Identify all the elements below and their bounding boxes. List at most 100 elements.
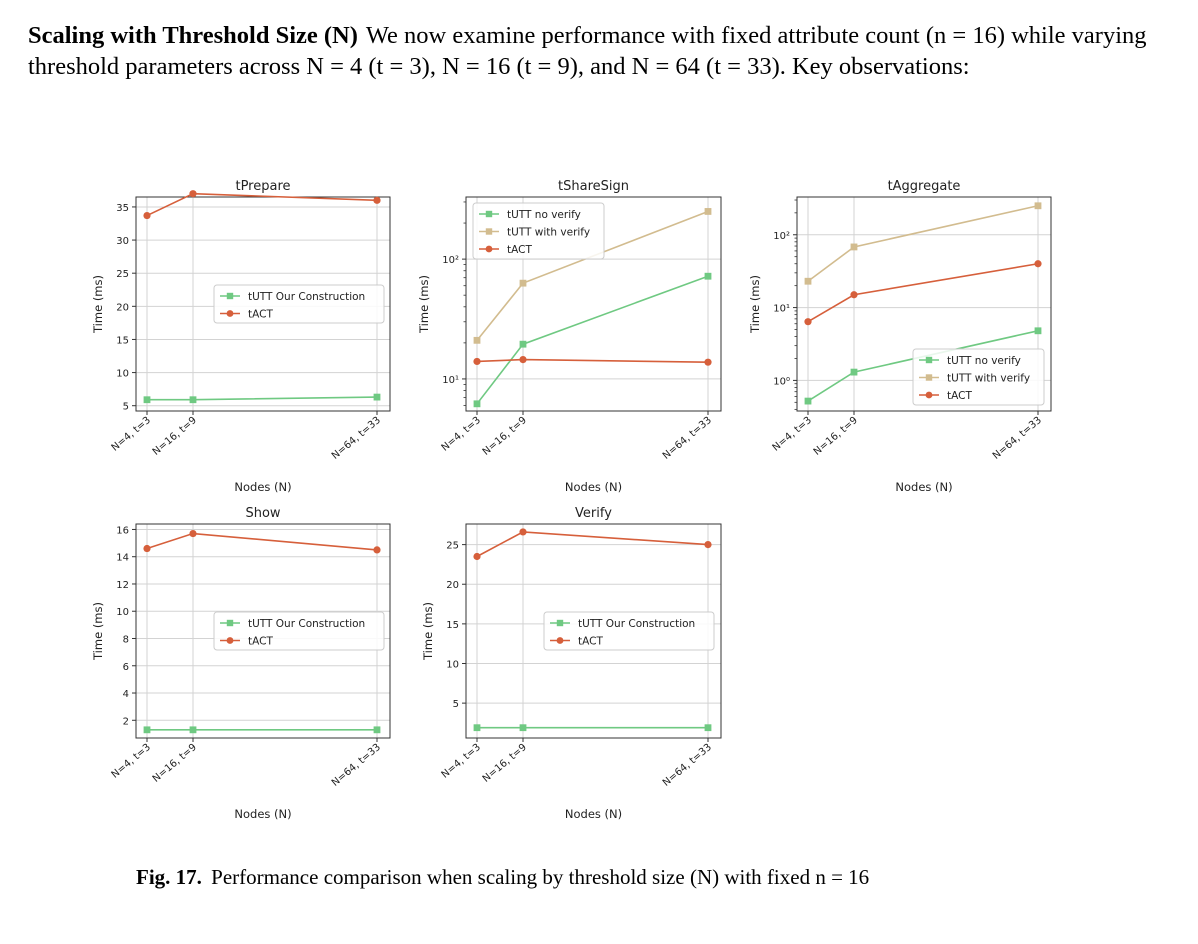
y-tick-label: 5: [453, 699, 459, 710]
data-point: [1034, 327, 1042, 335]
data-point: [189, 726, 197, 734]
chart-tShareSign: 10¹ 10² N=4, t=3N=16, t=9 N=64, t=33 tShareS…: [417, 179, 722, 494]
legend-label: tUTT with verify: [507, 227, 590, 239]
plot-frame: [796, 196, 1052, 412]
y-tick-label: 15: [116, 335, 129, 346]
y-tick-label: 10: [116, 607, 129, 618]
chart-Show: 2 4 6 8 10 12 14 16 N=4, t=3N=16, t=9 N=64, t=33 S…: [91, 506, 391, 821]
x-axis-label: Nodes (N): [234, 480, 291, 494]
chart-title: tAggregate: [888, 179, 961, 194]
x-tick-label: N=4, t=3: [771, 415, 814, 454]
legend-label: tACT: [507, 244, 532, 256]
data-point: [519, 528, 527, 536]
legend-box: [213, 284, 385, 324]
legend-label: tACT: [947, 390, 972, 402]
y-tick-label: 35: [116, 203, 129, 214]
data-point: [143, 544, 151, 553]
x-tick-label: N=64, t=33: [661, 742, 714, 789]
legend-label: tUTT no verify: [947, 355, 1021, 367]
data-point: [189, 190, 197, 198]
y-tick-label: 10⁰: [773, 376, 790, 387]
data-point: [1034, 260, 1042, 268]
x-tick-label: N=4, t=3: [110, 415, 153, 454]
y-tick-label: 25: [446, 541, 459, 552]
chart-title: Verify: [575, 506, 612, 521]
data-point: [473, 357, 481, 366]
x-axis-label: Nodes (N): [565, 480, 622, 494]
data-point: [804, 397, 812, 405]
data-point: [519, 724, 527, 732]
data-point: [704, 358, 712, 366]
paragraph-body: We now examine performance with fixed at…: [28, 22, 1147, 80]
data-point: [804, 318, 812, 326]
chart-Verify: 5 10 15 20 25 N=4, t=3N=16, t=9 N=64, t=33 Veri…: [421, 506, 722, 821]
y-tick-label: 10: [446, 659, 459, 670]
data-point: [143, 211, 151, 220]
legend-label: tACT: [248, 636, 273, 648]
x-axis-label: Nodes (N): [565, 807, 622, 821]
legend-box: [213, 611, 385, 651]
legend-label: tUTT with verify: [947, 373, 1030, 385]
y-tick-label: 16: [116, 525, 129, 536]
x-tick-label: N=64, t=33: [330, 415, 383, 462]
legend-marker: [925, 391, 933, 399]
y-tick-label: 12: [116, 580, 129, 591]
data-point: [473, 400, 481, 408]
y-tick-label: 5: [123, 402, 129, 413]
data-point: [473, 724, 481, 732]
legend-label: tUTT Our Construction: [248, 618, 365, 630]
y-tick-label: 25: [116, 269, 129, 280]
data-point: [850, 243, 858, 251]
x-tick-label: N=16, t=9: [151, 415, 199, 458]
plot-frame: [465, 196, 722, 412]
series-line-tACT: [476, 358, 709, 363]
legend-marker: [226, 619, 234, 627]
data-point: [519, 340, 527, 348]
series-line-tACT: [146, 532, 378, 551]
paragraph-heading: Scaling with Threshold Size (N): [28, 22, 358, 49]
legend-marker: [485, 245, 493, 253]
chart-tAggregate: 10⁰ 10¹ 10² N=4, t=3N=16, t=9 N=64, t=33 tAgg…: [748, 179, 1052, 494]
x-tick-label: N=16, t=9: [151, 742, 199, 785]
y-axis-label: Time (ms): [417, 275, 431, 334]
intro-paragraph: Scaling with Threshold Size (N) We now ex…: [28, 20, 1173, 82]
legend-marker: [485, 228, 493, 235]
legend-marker: [226, 292, 234, 300]
data-point: [373, 393, 381, 401]
legend-marker: [925, 356, 933, 364]
y-tick-label: 10²: [442, 255, 459, 266]
y-tick-label: 20: [446, 580, 459, 591]
legend-label: tUTT Our Construction: [578, 618, 695, 630]
x-tick-label: N=16, t=9: [481, 415, 529, 458]
y-tick-label: 4: [123, 689, 129, 700]
x-tick-label: N=4, t=3: [440, 415, 483, 454]
x-tick-label: N=4, t=3: [440, 742, 483, 781]
data-point: [143, 726, 151, 734]
y-tick-label: 20: [116, 302, 129, 313]
chart-title: tShareSign: [558, 179, 629, 194]
y-tick-label: 15: [446, 620, 459, 631]
legend-marker: [556, 619, 564, 627]
data-point: [143, 396, 151, 404]
y-tick-label: 10¹: [773, 304, 790, 315]
data-point: [373, 196, 381, 204]
y-tick-label: 6: [123, 662, 129, 673]
data-point: [1034, 202, 1042, 210]
x-tick-label: N=4, t=3: [110, 742, 153, 781]
series-line-tUTT no verify: [476, 275, 709, 405]
y-axis-label: Time (ms): [421, 602, 435, 661]
legend-marker: [925, 374, 933, 381]
y-tick-label: 2: [123, 716, 129, 727]
chart-title: tPrepare: [235, 179, 290, 194]
legend-marker: [226, 637, 234, 644]
caption-label: Fig. 17.: [136, 865, 202, 889]
data-point: [189, 529, 197, 538]
legend-label: tUTT Our Construction: [248, 291, 365, 303]
y-tick-label: 10¹: [442, 375, 459, 386]
data-point: [850, 291, 858, 299]
legend-marker: [556, 637, 564, 644]
figure-caption: Fig. 17. Performance comparison when sca…: [136, 865, 869, 890]
y-tick-label: 10²: [773, 231, 790, 242]
legend-box: [472, 202, 605, 260]
data-point: [189, 396, 197, 404]
